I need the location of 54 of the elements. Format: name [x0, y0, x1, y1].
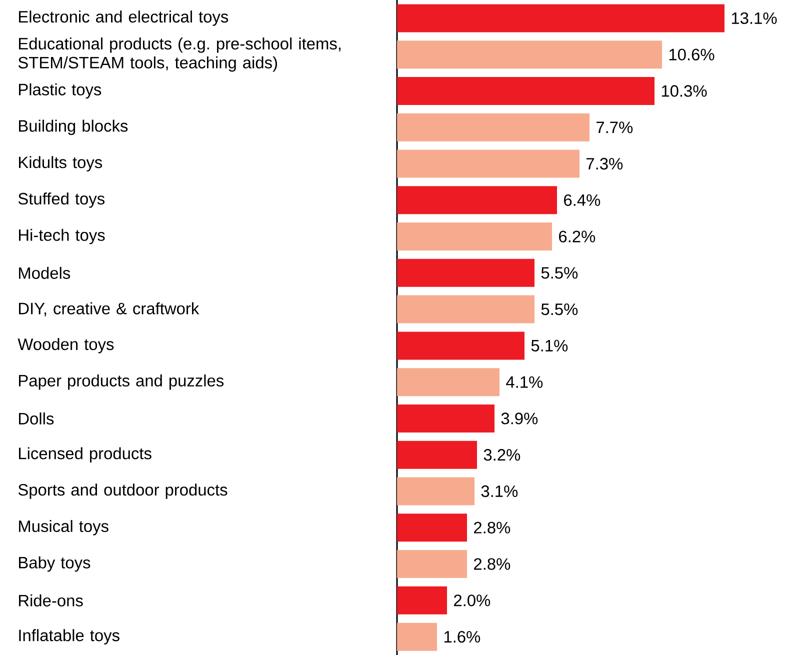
y-tick-label: DIY, creative & craftwork — [19, 302, 200, 316]
data-label: 7.7% — [596, 122, 633, 134]
bar — [397, 76, 655, 105]
data-label: 3.2% — [484, 449, 520, 461]
bar — [397, 477, 474, 506]
data-label: 4.1% — [506, 376, 543, 388]
bar — [397, 586, 447, 614]
data-label: 2.8% — [474, 522, 510, 534]
data-label: 10.6% — [669, 48, 714, 60]
bar — [397, 113, 590, 142]
data-label: 6.2% — [559, 230, 596, 242]
y-tick-label: Sports and outdoor products — [18, 484, 228, 499]
data-label: 5.5% — [541, 267, 578, 279]
bar — [397, 258, 534, 287]
y-tick-label: Dolls — [19, 412, 54, 425]
y-tick-label: Plastic toys — [19, 83, 102, 99]
y-tick-label: Paper products and puzzles — [19, 374, 224, 390]
data-label: 5.5% — [541, 304, 578, 316]
data-label: 2.8% — [474, 558, 510, 570]
bar — [397, 40, 662, 69]
bar — [397, 368, 500, 396]
data-label: 3.1% — [481, 485, 518, 498]
bar — [397, 150, 580, 178]
y-tick-label: Building blocks — [19, 120, 128, 136]
y-tick-label: Electronic and electrical toys — [19, 10, 228, 26]
bar — [397, 514, 467, 542]
y-tick-label: Ride-ons — [19, 594, 83, 606]
bar — [397, 295, 534, 324]
y-tick-label: Baby toys — [19, 556, 90, 572]
y-tick-label: Hi-tech toys — [19, 228, 105, 244]
bar — [397, 550, 467, 578]
bar — [397, 186, 557, 214]
y-tick-label: Stuffed toys — [18, 192, 104, 208]
y-tick-label: Musical toys — [19, 520, 108, 536]
data-label: 6.4% — [564, 194, 600, 206]
bar — [397, 404, 494, 432]
data-label: 3.9% — [501, 412, 538, 424]
data-label: 13.1% — [732, 12, 777, 24]
bar — [397, 222, 552, 251]
y-tick-label: Wooden toys — [18, 338, 114, 354]
data-label: 1.6% — [444, 630, 480, 643]
bar — [397, 440, 477, 469]
y-tick-label: Kidults toys — [19, 156, 102, 172]
bar — [397, 622, 437, 651]
y-tick-label: Licensed products — [19, 447, 152, 463]
data-label: 5.1% — [531, 340, 568, 352]
bar — [397, 4, 725, 32]
y-tick-label: Models — [19, 266, 70, 279]
data-label: 7.3% — [586, 158, 623, 170]
data-label: 10.3% — [662, 85, 707, 97]
data-label: 2.0% — [454, 594, 490, 606]
y-tick-label: Educational products (e.g. pre-school items, STEM/STEAM tools, teaching aids) — [18, 37, 341, 72]
bar — [397, 332, 524, 360]
y-tick-label: Inflatable toys — [19, 629, 120, 644]
